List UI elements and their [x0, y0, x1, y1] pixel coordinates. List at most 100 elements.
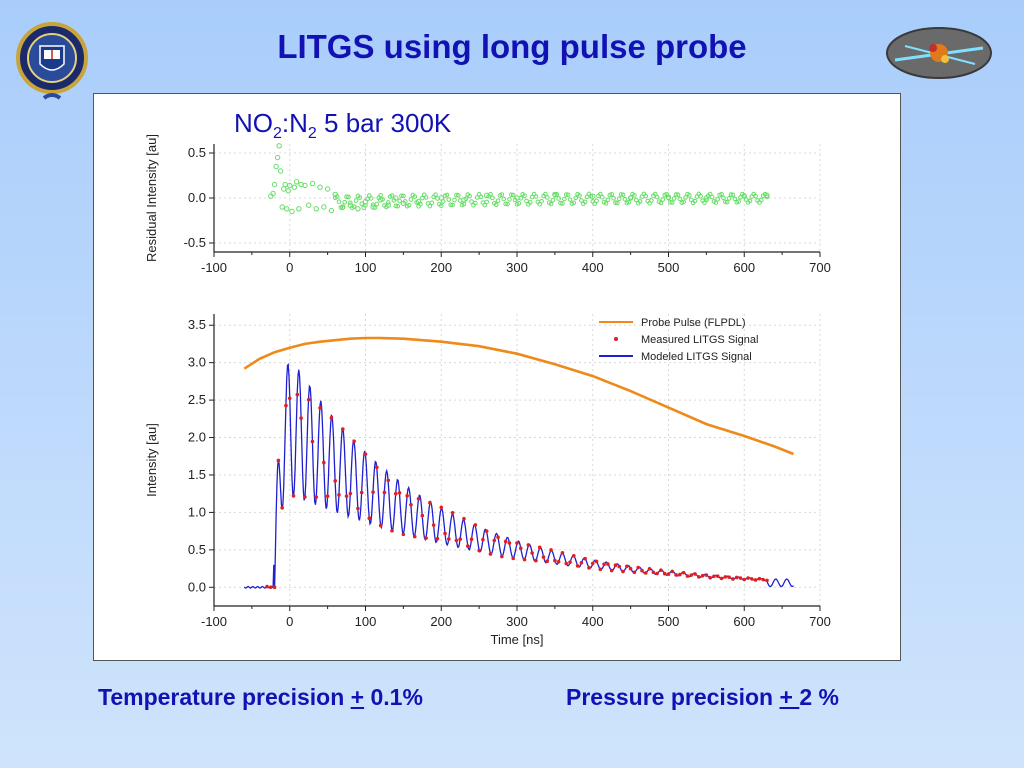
signal-x-tick-label: 600 [733, 614, 755, 629]
series-measured-signal-point [269, 585, 273, 589]
residual-point [463, 196, 469, 202]
residual-point [632, 193, 637, 198]
residual-point [488, 192, 493, 197]
series-measured-signal-point [310, 439, 315, 444]
residual-x-tick-label: 0 [286, 260, 293, 275]
residual-point [282, 181, 288, 188]
series-measured-signal-point [572, 553, 576, 558]
series-measured-signal-point [625, 564, 629, 569]
residual-point [747, 198, 753, 204]
residual-point [510, 192, 516, 198]
series-measured-signal-point [333, 479, 337, 483]
series-measured-signal-point [348, 491, 353, 496]
series-measured-signal-point [439, 505, 444, 510]
legend-swatch [614, 337, 618, 341]
series-measured-signal-point [295, 392, 300, 397]
residual-x-tick-label: 200 [430, 260, 452, 275]
series-measured-signal-point [587, 566, 591, 570]
series-measured-signal-point [583, 556, 587, 561]
chart-figure: -100 0 100 200 300 400 500 600 700 -0.5 0.0 0.5 Resi… [93, 93, 901, 661]
signal-y-tick-label: 2.0 [188, 430, 206, 445]
residual-point [598, 191, 603, 197]
residual-point [467, 193, 472, 199]
residual-point [649, 198, 654, 203]
signal-y-tick-label: 2.5 [188, 392, 206, 407]
residual-point [270, 190, 276, 197]
series-measured-signal-point [685, 574, 690, 578]
series-measured-signal-point [670, 569, 675, 574]
residual-point [338, 205, 344, 210]
signal-y-tick-label: 1.5 [188, 467, 206, 482]
series-measured-signal-point [428, 500, 432, 505]
series-measured-signal-point [284, 403, 288, 408]
series-measured-signal-point [503, 539, 508, 544]
residual-point [660, 197, 666, 202]
residual-point [359, 201, 365, 207]
series-measured-signal-point [276, 458, 281, 463]
signal-y-tick-label: 0.0 [188, 579, 206, 594]
residual-point [296, 206, 302, 212]
chart-canvas: -100 0 100 200 300 400 500 600 700 -0.5 0.0 0.5 Resi… [144, 108, 831, 647]
residual-point [302, 182, 308, 189]
residual-point [518, 195, 524, 201]
series-measured-signal-point [386, 478, 391, 483]
residual-y-axis-label: Residual Intensity [au] [144, 134, 159, 262]
series-measured-signal-point [640, 568, 644, 573]
residual-point [355, 206, 361, 212]
series-measured-signal-point [450, 511, 455, 515]
residual-point [577, 193, 582, 198]
series-measured-signal-point [416, 496, 421, 501]
series-measured-signal-point [659, 568, 663, 572]
series-measured-signal-point [465, 544, 470, 548]
series-measured-signal-point [564, 561, 569, 566]
series-measured-signal-point [481, 537, 485, 542]
residual-point [503, 201, 508, 207]
residual-point [309, 180, 316, 187]
series-measured-signal-point [488, 552, 493, 556]
residual-point [616, 196, 622, 201]
series-measured-signal-point [621, 569, 625, 574]
series-measured-signal-point [435, 536, 440, 541]
series-measured-signal-point [382, 490, 387, 495]
residual-point [423, 195, 429, 200]
residual-point [698, 193, 703, 199]
residual-point [741, 193, 747, 198]
series-measured-signal-point [750, 577, 754, 581]
residual-point [305, 202, 312, 208]
series-measured-signal-point [609, 568, 614, 573]
residual-point [637, 199, 643, 204]
residual-point [664, 191, 669, 197]
series-measured-signal-point [515, 541, 519, 545]
legend-label: Modeled LITGS Signal [641, 351, 752, 363]
residual-point [715, 196, 721, 202]
pressure-precision: Pressure precision + 2 % [566, 684, 839, 711]
series-measured-signal-point [655, 571, 659, 576]
signal-panel: -100 0 100 200 300 400 500 600 700 0.0 0.5 1.0 1.5 2.… [144, 314, 831, 647]
series-measured-signal-point [420, 513, 425, 518]
series-measured-signal-point [734, 575, 739, 580]
series-measured-signal-point [378, 523, 383, 528]
residual-point [565, 192, 571, 198]
series-measured-signal-point [704, 573, 709, 577]
residual-point [658, 200, 664, 206]
residual-point [490, 195, 495, 201]
series-measured-signal-point [628, 566, 633, 571]
residual-point [493, 202, 499, 208]
residual-point [448, 202, 454, 208]
residual-point [285, 188, 291, 194]
residual-x-tick-label: 400 [582, 260, 604, 275]
series-measured-signal-point [731, 577, 735, 581]
residual-point [571, 200, 577, 206]
residual-point [380, 197, 385, 202]
series-measured-signal-point [356, 506, 360, 511]
residual-point [452, 197, 457, 203]
residual-point [378, 193, 383, 198]
residual-y-tick-label: 0.5 [188, 145, 206, 160]
residual-point [522, 193, 527, 199]
series-measured-signal-point [280, 506, 284, 510]
residual-x-tick-label: -100 [201, 260, 227, 275]
residual-point [408, 197, 414, 202]
series-measured-signal-point [511, 556, 516, 561]
series-measured-signal-point [454, 538, 459, 543]
series-measured-signal-point [693, 572, 697, 576]
